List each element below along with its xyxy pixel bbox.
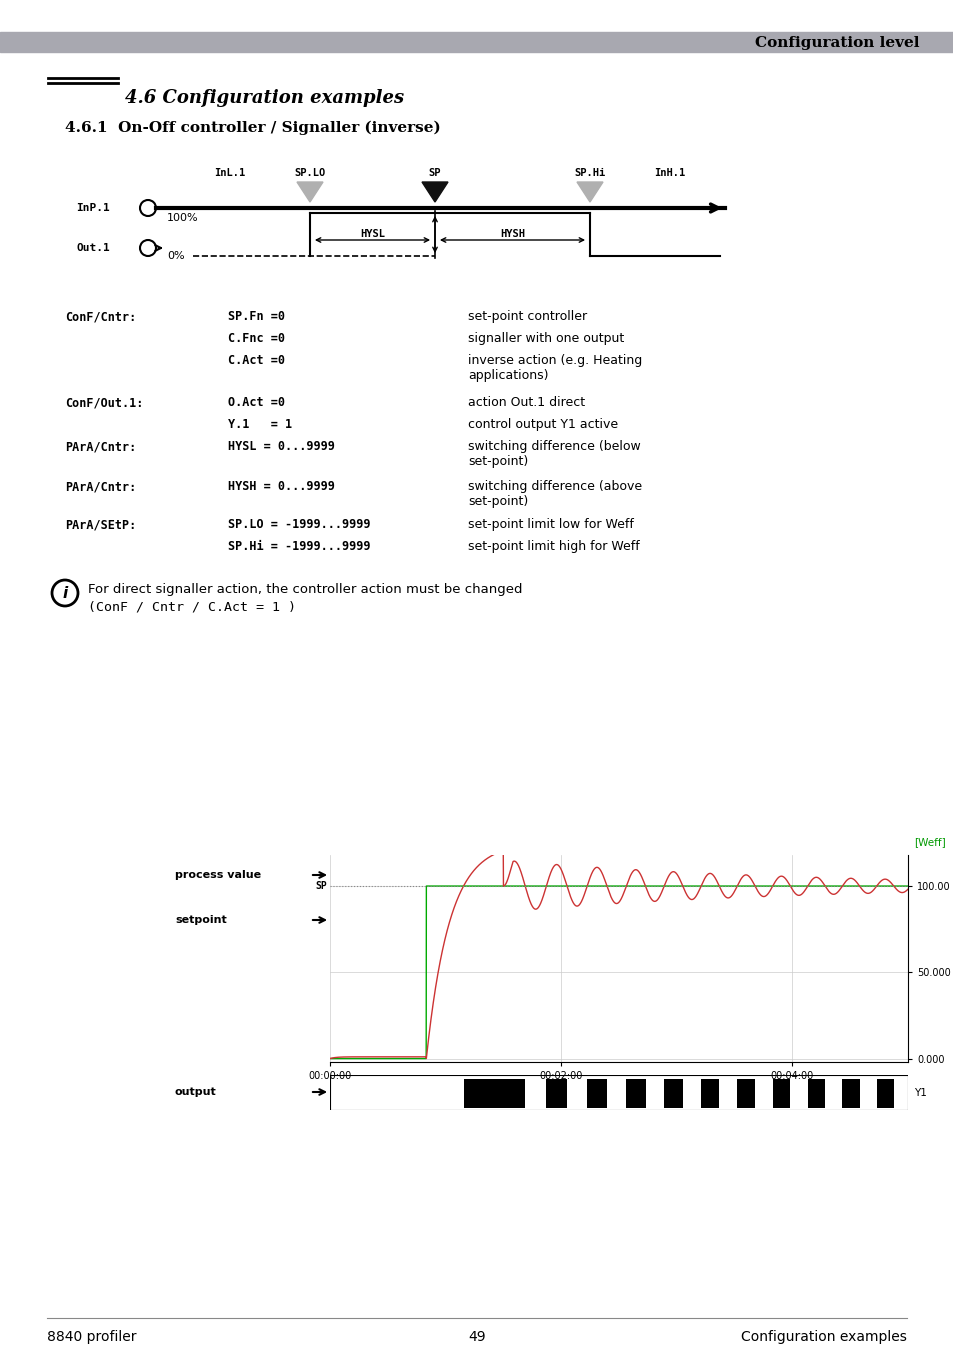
Text: 4.6.1  On-Off controller / Signaller (inverse): 4.6.1 On-Off controller / Signaller (inv… [65, 120, 440, 135]
Bar [700, 1078, 719, 1108]
Bar [463, 1078, 525, 1108]
Text: SP.LO = -1999...9999: SP.LO = -1999...9999 [228, 517, 370, 531]
Bar [737, 1078, 755, 1108]
Bar [587, 1078, 606, 1108]
Polygon shape [577, 182, 602, 203]
Bar [546, 1078, 566, 1108]
Text: set-point controller: set-point controller [468, 309, 586, 323]
Text: ConF/Out.1:: ConF/Out.1: [65, 396, 143, 409]
Text: output: output [174, 1088, 216, 1097]
Text: HYSH = 0...9999: HYSH = 0...9999 [228, 480, 335, 493]
Text: HYSL: HYSL [359, 230, 385, 239]
Text: InL.1: InL.1 [214, 168, 245, 178]
Bar [841, 1078, 859, 1108]
Text: SP: SP [428, 168, 441, 178]
Text: i: i [62, 585, 68, 600]
Text: SP.Hi: SP.Hi [574, 168, 605, 178]
Text: HYSL = 0...9999: HYSL = 0...9999 [228, 440, 335, 453]
Text: control output Y1 active: control output Y1 active [468, 417, 618, 431]
Text: switching difference (above: switching difference (above [468, 480, 641, 493]
Text: signaller with one output: signaller with one output [468, 332, 623, 345]
Bar [876, 1078, 893, 1108]
Text: 49: 49 [468, 1329, 485, 1344]
Text: PArA/SEtP:: PArA/SEtP: [65, 517, 136, 531]
Text: set-point): set-point) [468, 455, 528, 467]
Text: 0%: 0% [167, 251, 185, 261]
Text: InH.1: InH.1 [654, 168, 685, 178]
Text: [Weff]: [Weff] [913, 836, 944, 847]
Text: ConF/Cntr:: ConF/Cntr: [65, 309, 136, 323]
Text: Out.1: Out.1 [76, 243, 110, 253]
Text: 8840 profiler: 8840 profiler [47, 1329, 136, 1344]
Text: SP.LO: SP.LO [294, 168, 325, 178]
Text: set-point limit high for Weff: set-point limit high for Weff [468, 540, 639, 553]
Text: For direct signaller action, the controller action must be changed: For direct signaller action, the control… [88, 584, 522, 596]
Bar [626, 1078, 645, 1108]
Text: C.Fnc =0: C.Fnc =0 [228, 332, 285, 345]
Text: PArA/Cntr:: PArA/Cntr: [65, 480, 136, 493]
Text: HYSH: HYSH [499, 230, 524, 239]
Text: applications): applications) [468, 369, 548, 382]
Bar [663, 1078, 682, 1108]
Text: O.Act =0: O.Act =0 [228, 396, 285, 409]
Text: process value: process value [174, 870, 261, 880]
Text: set-point): set-point) [468, 494, 528, 508]
Text: SP.Hi = -1999...9999: SP.Hi = -1999...9999 [228, 540, 370, 553]
Text: PArA/Cntr:: PArA/Cntr: [65, 440, 136, 453]
Text: SP: SP [315, 881, 327, 892]
Text: switching difference (below: switching difference (below [468, 440, 640, 453]
Polygon shape [296, 182, 323, 203]
Text: 4.6 Configuration examples: 4.6 Configuration examples [125, 89, 404, 107]
Text: SP.Fn =0: SP.Fn =0 [228, 309, 285, 323]
Text: setpoint: setpoint [174, 915, 227, 925]
Text: 100%: 100% [167, 213, 198, 223]
Text: Y.1   = 1: Y.1 = 1 [228, 417, 292, 431]
Text: action Out.1 direct: action Out.1 direct [468, 396, 584, 409]
Bar [0, 32, 953, 51]
Bar [807, 1078, 824, 1108]
Text: (ConF / Cntr / C.Act = 1 ): (ConF / Cntr / C.Act = 1 ) [88, 601, 295, 613]
Text: inverse action (e.g. Heating: inverse action (e.g. Heating [468, 354, 641, 367]
Text: Configuration level: Configuration level [755, 36, 919, 50]
Text: Y1: Y1 [913, 1088, 925, 1097]
Text: Configuration examples: Configuration examples [740, 1329, 906, 1344]
Bar [772, 1078, 790, 1108]
Text: C.Act =0: C.Act =0 [228, 354, 285, 367]
Text: set-point limit low for Weff: set-point limit low for Weff [468, 517, 633, 531]
Polygon shape [421, 182, 448, 203]
Text: InP.1: InP.1 [76, 203, 110, 213]
